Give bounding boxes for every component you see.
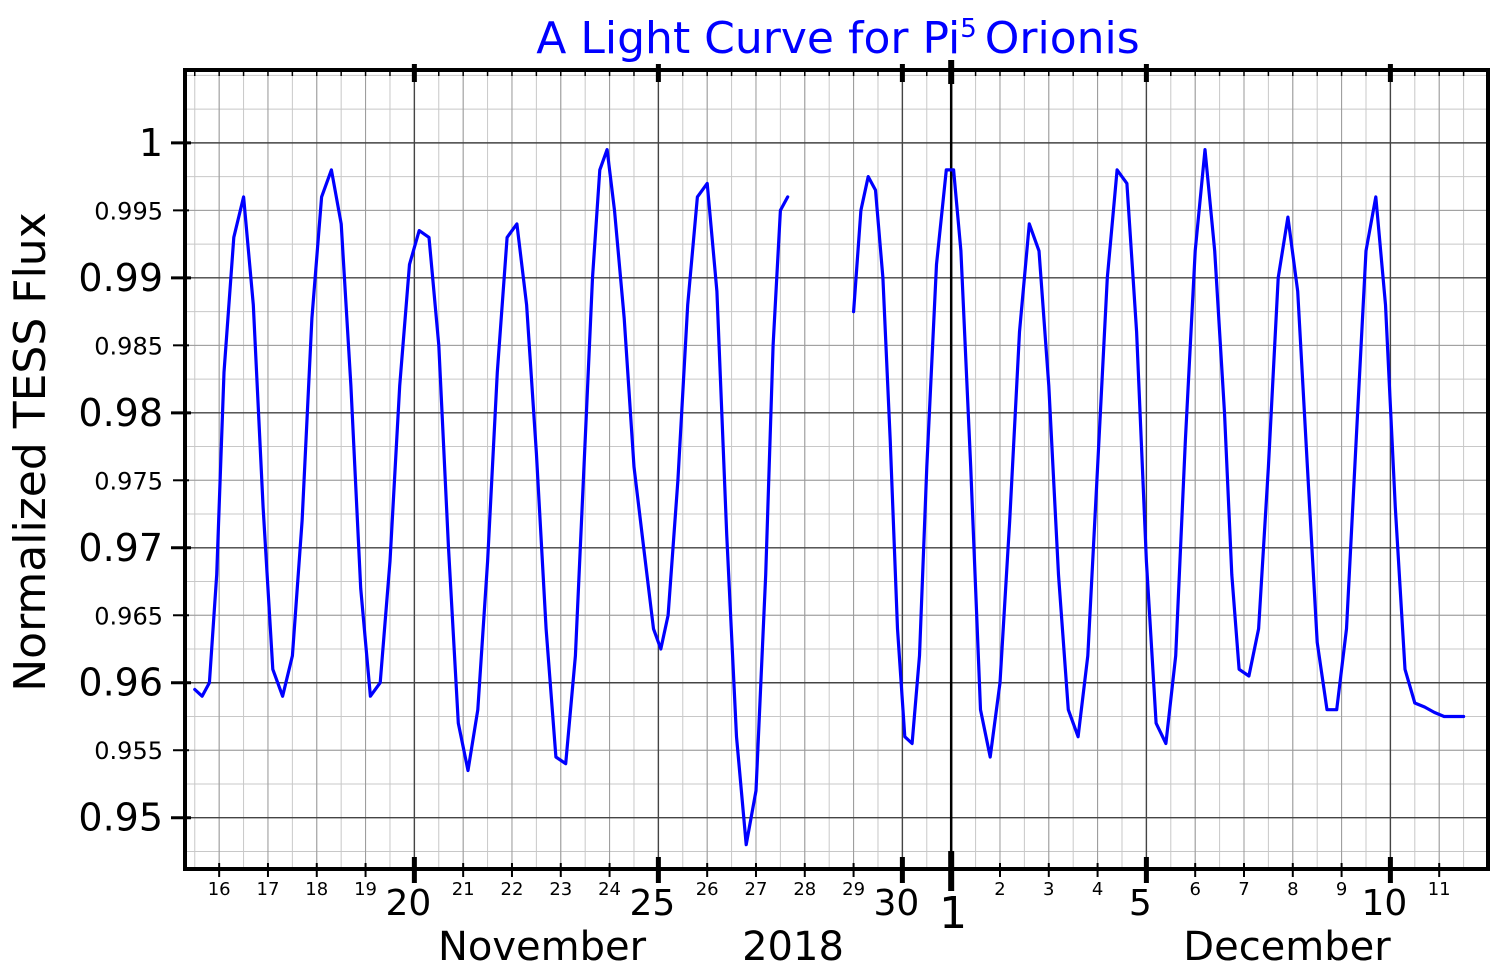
x-day-tick-label: 16 <box>208 879 231 900</box>
x-label-year: 2018 <box>742 924 844 970</box>
x-day-tick-label: 11 <box>1428 879 1451 900</box>
chart-title-superscript: 5 <box>960 14 977 44</box>
y-axis-label: Normalized TESS Flux <box>5 212 56 692</box>
x-major-tick-label: 20 <box>385 883 431 924</box>
series-pi5-orionis <box>193 148 1466 847</box>
chart-title: A Light Curve for Pi5 Orionis <box>536 13 1139 64</box>
y-major-tick-label: 1 <box>139 121 163 165</box>
y-major-tick-label: 0.99 <box>78 256 163 300</box>
grid <box>185 70 1489 869</box>
x-day-tick-label: 27 <box>745 879 768 900</box>
x-day-tick-label: 29 <box>842 879 865 900</box>
x-label-december: December <box>1183 924 1391 970</box>
x-day-tick-label: 26 <box>696 879 719 900</box>
x-major-tick-label: 25 <box>629 883 675 924</box>
x-day-tick-label: 6 <box>1189 879 1200 900</box>
x-day-tick-label: 4 <box>1092 879 1103 900</box>
y-minor-tick-label: 0.955 <box>94 737 163 765</box>
y-major-tick-label: 0.96 <box>78 661 163 705</box>
y-major-tick-label: 0.95 <box>78 796 163 840</box>
y-major-tick-label: 0.97 <box>78 526 163 570</box>
y-major-tick-label: 0.98 <box>78 391 163 435</box>
x-major-tick-label: 5 <box>1129 883 1152 924</box>
x-day-tick-label: 21 <box>452 879 475 900</box>
x-day-tick-label: 28 <box>793 879 816 900</box>
x-label-november: November <box>438 924 647 970</box>
y-minor-tick-label: 0.995 <box>94 197 163 225</box>
y-minor-tick-label: 0.965 <box>94 602 163 630</box>
x-day-tick-label: 9 <box>1336 879 1347 900</box>
chart-title-suffix: Orionis <box>985 13 1140 64</box>
x-day-tick-label: 2 <box>994 879 1005 900</box>
x-major-tick-label: 30 <box>873 883 919 924</box>
y-minor-tick-label: 0.985 <box>94 332 163 360</box>
x-day-tick-label: 17 <box>257 879 280 900</box>
x-day-tick-label: 19 <box>354 879 377 900</box>
x-day-tick-label: 8 <box>1287 879 1298 900</box>
light-curve-segment-2 <box>852 148 1466 759</box>
y-minor-tick-label: 0.975 <box>94 467 163 495</box>
x-day-tick-label: 22 <box>501 879 524 900</box>
plot-frame <box>183 68 1490 871</box>
x-major-tick-label: 10 <box>1361 883 1407 924</box>
x-day-tick-label: 23 <box>549 879 572 900</box>
tick-labels: 1 0.99 0.98 0.97 0.96 0.95 0.995 0.985 0.975 0.96… <box>78 121 1450 939</box>
chart-title-main: A Light Curve for Pi <box>536 13 960 64</box>
x-day-tick-label: 24 <box>598 879 621 900</box>
light-curve-segment-1 <box>193 148 790 847</box>
x-day-tick-label: 7 <box>1238 879 1249 900</box>
x-day-tick-label: 3 <box>1043 879 1054 900</box>
x-day-tick-label: 18 <box>305 879 328 900</box>
x-month-tick-label: 1 <box>939 888 967 939</box>
